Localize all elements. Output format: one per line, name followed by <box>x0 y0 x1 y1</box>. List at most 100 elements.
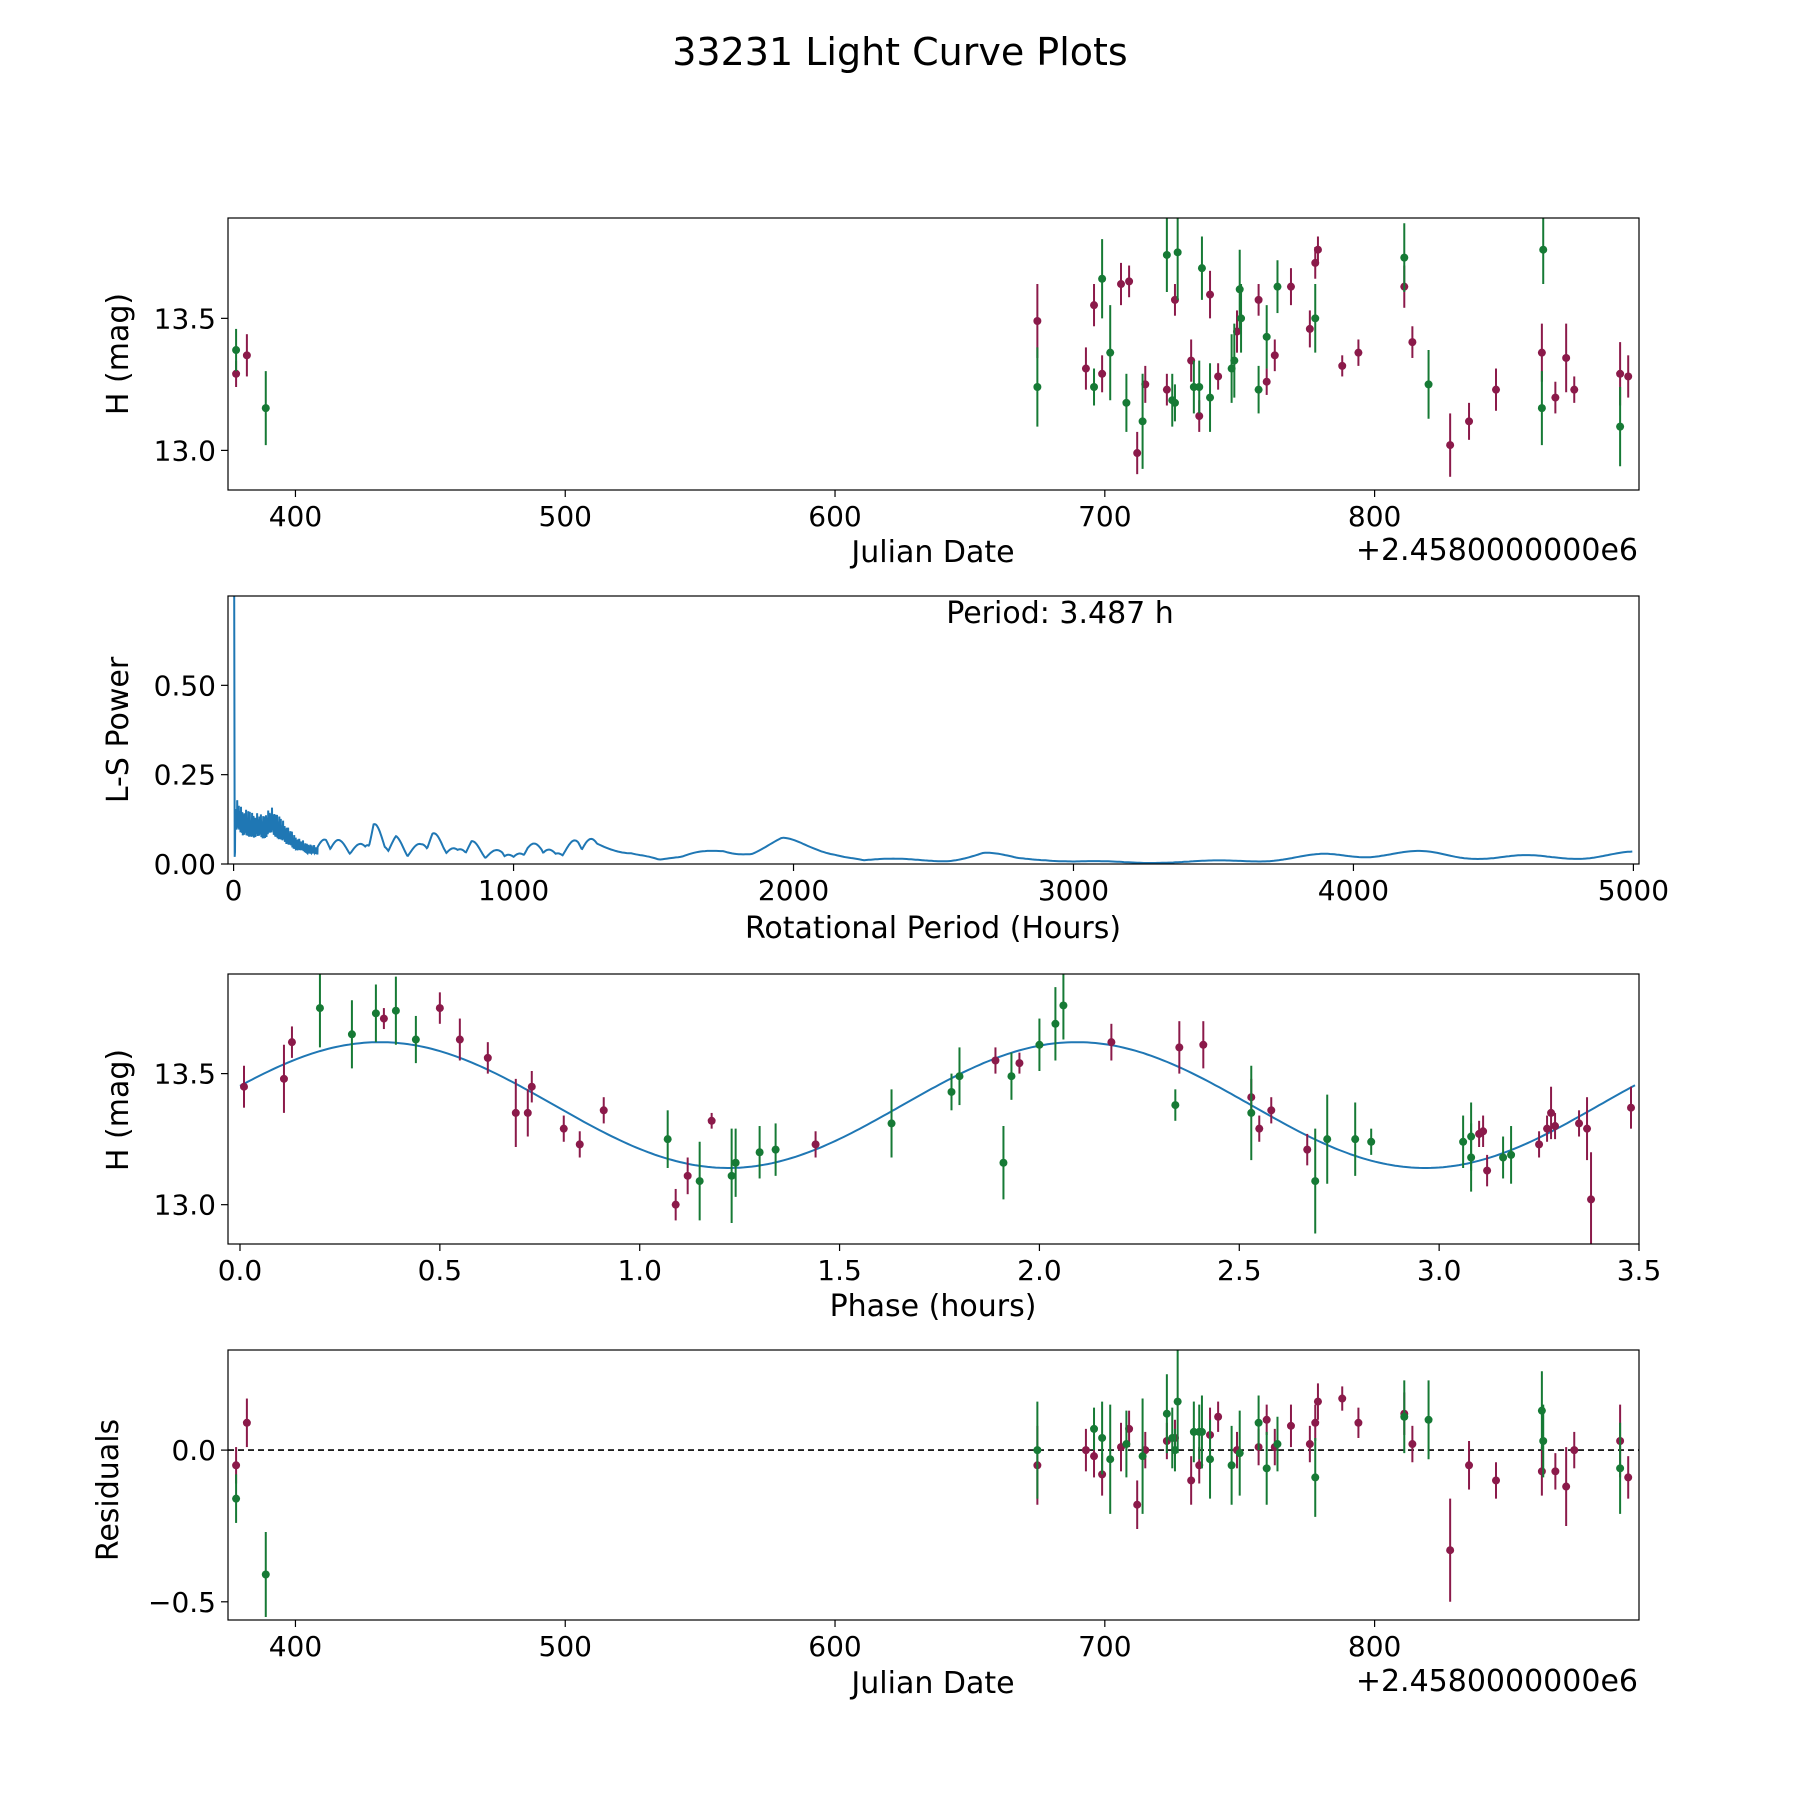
residuals-point-magenta <box>1214 1412 1223 1421</box>
phase-point-green <box>1059 1001 1068 1010</box>
lightcurve-point-magenta <box>1195 412 1204 421</box>
residuals-ytick-label: 0.0 <box>171 1434 216 1467</box>
residuals-point-green <box>1106 1455 1115 1464</box>
periodogram-xtick-label: 1000 <box>478 874 549 907</box>
phase-point-magenta <box>483 1053 492 1062</box>
periodogram-ytick-label: 0.50 <box>154 669 216 702</box>
lightcurve-point-magenta <box>1616 369 1625 378</box>
residuals-point-green <box>1098 1433 1107 1442</box>
lightcurve-point-green <box>1237 314 1246 323</box>
residuals-point-magenta <box>1286 1421 1295 1430</box>
phase-point-green <box>1007 1072 1016 1081</box>
residuals-point-green <box>1090 1424 1099 1433</box>
lightcurve-point-green <box>1195 383 1204 392</box>
phase-point-green <box>755 1148 764 1157</box>
phase-point-magenta <box>1627 1103 1636 1112</box>
phase-point-magenta <box>455 1035 464 1044</box>
phase-point-magenta <box>1199 1040 1208 1049</box>
phase-point-green <box>1051 1019 1060 1028</box>
residuals-point-green <box>1235 1449 1244 1458</box>
lightcurve-ytick-label: 13.5 <box>154 302 216 335</box>
residuals-point-green <box>1197 1427 1206 1436</box>
lightcurve-point-magenta <box>1270 351 1279 360</box>
residuals-point-magenta <box>1537 1467 1546 1476</box>
phase-point-green <box>411 1035 420 1044</box>
phase-axes-frame <box>227 973 1640 1245</box>
residuals-point-magenta <box>1562 1482 1571 1491</box>
residuals-ticks: 400 500 600 700 800 −0.5 0.0 <box>148 1434 1401 1663</box>
residuals-point-magenta <box>1354 1418 1363 1427</box>
phase-ytick-label: 13.5 <box>154 1058 216 1091</box>
phase-point-green <box>1459 1137 1468 1146</box>
lightcurve-point-magenta <box>1133 449 1142 458</box>
lightcurve-point-magenta <box>1262 377 1271 386</box>
phase-point-magenta <box>511 1108 520 1117</box>
phase-point-green <box>955 1072 964 1081</box>
lightcurve-point-magenta <box>1214 372 1223 381</box>
periodogram-xlabel: Rotational Period (Hours) <box>745 911 1121 946</box>
lightcurve-offset-label: +2.4580000000e6 <box>1356 533 1638 568</box>
lightcurve-point-green <box>1138 417 1147 426</box>
phase-point-green <box>1467 1153 1476 1162</box>
lightcurve-point-green <box>1170 398 1179 407</box>
phase-point-magenta <box>523 1108 532 1117</box>
residuals-xtick-label: 700 <box>1078 1630 1131 1663</box>
phase-point-magenta <box>707 1116 716 1125</box>
lightcurve-point-green <box>1235 285 1244 294</box>
lightcurve-point-green <box>1033 383 1042 392</box>
periodogram-line <box>233 596 1633 864</box>
residuals-point-green <box>1254 1418 1263 1427</box>
phase-point-magenta <box>1267 1106 1276 1115</box>
residuals-point-green <box>1138 1452 1147 1461</box>
lightcurve-point-magenta <box>1313 245 1322 254</box>
lightcurve-point-green <box>1206 393 1215 402</box>
lightcurve-point-green <box>1197 264 1206 273</box>
lightcurve-point-magenta <box>1033 316 1042 325</box>
lightcurve-point-magenta <box>1098 369 1107 378</box>
phase-point-magenta <box>599 1106 608 1115</box>
lightcurve-point-magenta <box>1570 385 1579 394</box>
periodogram-ylabel: L-S Power <box>101 656 136 803</box>
phase-point-green <box>771 1145 780 1154</box>
residuals-point-magenta <box>1408 1440 1417 1449</box>
residuals-point-green <box>1311 1473 1320 1482</box>
lightcurve-point-green <box>1106 348 1115 357</box>
periodogram-ticks: 0 1000 2000 3000 4000 5000 0.00 0.25 0.50 <box>154 669 1669 907</box>
lightcurve-xtick-label: 500 <box>539 500 592 533</box>
lightcurve-point-green <box>1162 250 1171 259</box>
residuals-point-green <box>1616 1464 1625 1473</box>
phase-point-green <box>1507 1150 1516 1159</box>
residuals-point-magenta <box>1187 1476 1196 1485</box>
periodogram-xtick-label: 4000 <box>1318 874 1389 907</box>
residuals-point-green <box>1424 1415 1433 1424</box>
lightcurve-panel: 400 500 600 700 800 13.0 13.5 Julian Date +2.4… <box>101 217 1640 570</box>
residuals-point-green <box>1162 1409 1171 1418</box>
phase-point-magenta <box>991 1056 1000 1065</box>
lightcurve-point-magenta <box>1408 338 1417 347</box>
residuals-point-magenta <box>1313 1397 1322 1406</box>
phase-point-magenta <box>559 1124 568 1133</box>
phase-point-green <box>727 1171 736 1180</box>
phase-point-magenta <box>671 1200 680 1209</box>
lightcurve-point-magenta <box>1562 353 1571 362</box>
period-annotation: Period: 3.487 h <box>946 596 1174 631</box>
phase-point-magenta <box>1583 1124 1592 1133</box>
phase-point-magenta <box>1479 1127 1488 1136</box>
phase-point-magenta <box>1175 1043 1184 1052</box>
phase-point-magenta <box>1107 1038 1116 1047</box>
residuals-point-magenta <box>1311 1418 1320 1427</box>
phase-xlabel: Phase (hours) <box>830 1289 1037 1324</box>
lightcurve-point-magenta <box>1286 282 1295 291</box>
lightcurve-point-green <box>232 346 241 355</box>
phase-point-green <box>371 1009 380 1018</box>
lightcurve-ylabel: H (mag) <box>101 293 136 415</box>
phase-point-green <box>1311 1177 1320 1186</box>
phase-point-magenta <box>1587 1195 1596 1204</box>
lightcurve-point-green <box>1400 253 1409 262</box>
phase-marks <box>239 974 1636 1244</box>
lightcurve-ticks: 400 500 600 700 800 13.0 13.5 <box>154 302 1402 533</box>
lightcurve-marks <box>232 218 1633 477</box>
phase-xtick-label: 0.5 <box>418 1254 463 1287</box>
residuals-xtick-label: 800 <box>1348 1630 1401 1663</box>
